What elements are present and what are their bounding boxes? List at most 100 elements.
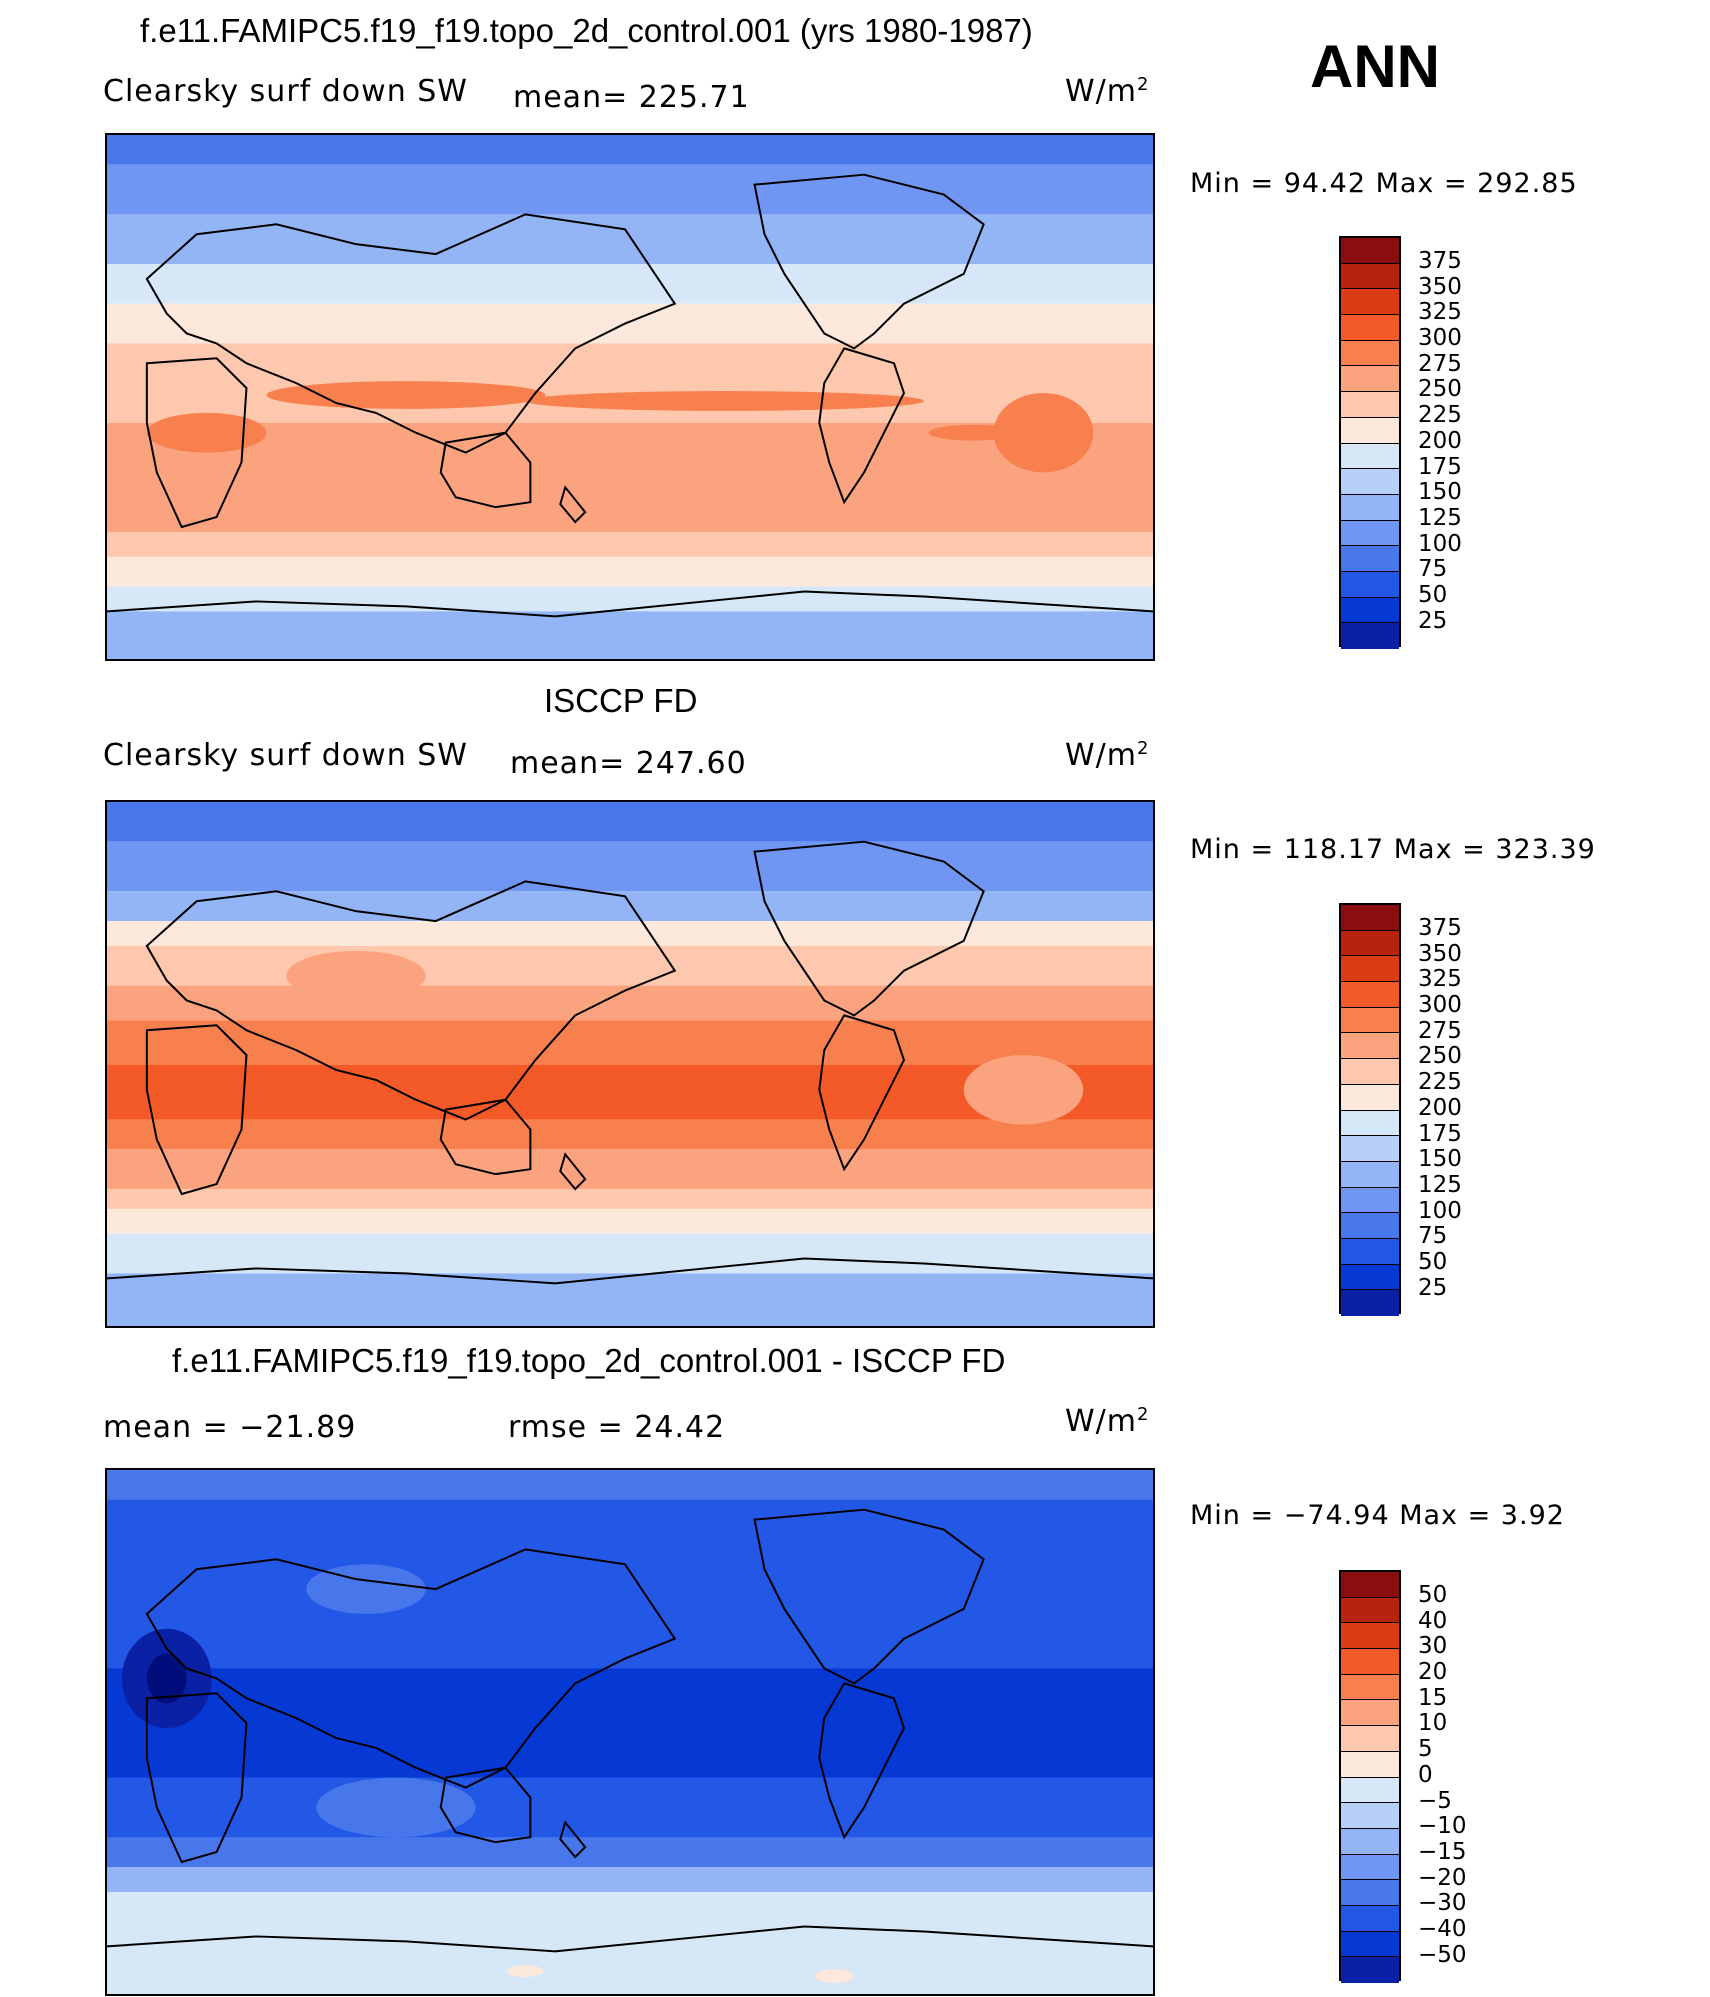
colorbar-swatch (1341, 1238, 1399, 1265)
colorbar-swatch (1341, 1828, 1399, 1855)
colorbar-level-label: 25 (1418, 607, 1448, 634)
colorbar-level-label: 300 (1418, 325, 1462, 352)
colorbar-level-label: 50 (1418, 1582, 1448, 1608)
colorbar-swatch (1341, 1854, 1399, 1881)
colorbar-level-label: 50 (1418, 1248, 1448, 1275)
panel2-variable: Clearsky surf down SW (103, 738, 468, 773)
colorbar-level-label: 200 (1418, 1094, 1462, 1121)
colorbar-swatch (1341, 1136, 1399, 1162)
colorbar-level-label: 100 (1418, 530, 1462, 557)
colorbar-level-label: 350 (1418, 273, 1462, 300)
colorbar-swatch (1341, 417, 1399, 444)
colorbar-swatch (1341, 1931, 1399, 1958)
colorbar-level-label: 225 (1418, 402, 1462, 429)
colorbar-level-label: 175 (1418, 453, 1462, 480)
colorbar-level-label: 300 (1418, 992, 1462, 1019)
map-diff-svg (107, 1470, 1153, 1994)
colorbar-level-label: 150 (1418, 1146, 1462, 1173)
colorbar-level-label: 325 (1418, 966, 1462, 993)
colorbar-level-label: −20 (1418, 1864, 1467, 1891)
colorbar-swatch (1341, 1726, 1399, 1752)
colorbar-level-label: 175 (1418, 1120, 1462, 1147)
colorbar-swatch (1341, 1623, 1399, 1650)
colorbar-level-label: 50 (1418, 581, 1448, 608)
map-panel-obs (105, 800, 1155, 1328)
colorbar-swatch (1341, 340, 1399, 367)
panel3-mean: mean = −21.89 (103, 1410, 357, 1445)
colorbar-swatch (1341, 1700, 1399, 1727)
colorbar-level-label: 325 (1418, 299, 1462, 326)
map-model-svg (107, 135, 1153, 659)
colorbar-swatch (1341, 238, 1399, 264)
colorbar-swatch (1341, 930, 1399, 957)
colorbar-model (1339, 236, 1401, 649)
colorbar-swatch (1341, 1110, 1399, 1137)
panel1-mean: mean= 225.71 (513, 80, 750, 115)
colorbar-swatch (1341, 1803, 1399, 1829)
panel1-units: W/m2 (1065, 74, 1150, 109)
colorbar-swatch (1341, 905, 1399, 931)
panel3-rmse: rmse = 24.42 (508, 1410, 726, 1445)
colorbar-level-label: −10 (1418, 1813, 1467, 1840)
colorbar-swatch (1341, 597, 1399, 624)
colorbar-swatch (1341, 1674, 1399, 1701)
colorbar-swatch (1341, 1084, 1399, 1111)
colorbar-level-label: −30 (1418, 1890, 1467, 1917)
panel3-units: W/m2 (1065, 1404, 1150, 1439)
colorbar-swatch (1341, 1213, 1399, 1239)
plot-title: f.e11.FAMIPC5.f19_f19.topo_2d_control.00… (140, 12, 1033, 49)
colorbar-swatch (1341, 1957, 1399, 1983)
panel3-title: f.e11.FAMIPC5.f19_f19.topo_2d_control.00… (172, 1342, 1006, 1379)
colorbar-diff (1339, 1570, 1401, 1983)
colorbar-swatch (1341, 1059, 1399, 1085)
colorbar-level-label: 125 (1418, 504, 1462, 531)
panel1-minmax: Min = 94.42 Max = 292.85 (1190, 168, 1578, 199)
panel3-minmax: Min = −74.94 Max = 3.92 (1190, 1500, 1565, 1531)
colorbar-level-label: 250 (1418, 1043, 1462, 1070)
colorbar-swatch (1341, 494, 1399, 521)
colorbar-level-label: 225 (1418, 1069, 1462, 1096)
colorbar-level-label: 375 (1418, 248, 1462, 274)
colorbar-swatch (1341, 1007, 1399, 1034)
colorbar-level-label: 30 (1418, 1633, 1448, 1660)
colorbar-swatch (1341, 289, 1399, 316)
season-label: ANN (1310, 33, 1440, 100)
colorbar-swatch (1341, 1880, 1399, 1906)
panel2-units: W/m2 (1065, 738, 1150, 773)
colorbar-swatch (1341, 1290, 1399, 1316)
colorbar-level-label: 275 (1418, 1017, 1462, 1044)
colorbar-swatch (1341, 366, 1399, 393)
colorbar-level-label: 350 (1418, 940, 1462, 967)
colorbar-level-label: 100 (1418, 1197, 1462, 1224)
colorbar-level-label: 150 (1418, 479, 1462, 506)
map-panel-diff (105, 1468, 1155, 1996)
colorbar-level-label: −15 (1418, 1838, 1467, 1865)
colorbar-swatch (1341, 1264, 1399, 1291)
panel2-mean: mean= 247.60 (510, 746, 747, 781)
colorbar-swatch (1341, 1777, 1399, 1804)
colorbar-obs (1339, 903, 1401, 1316)
colorbar-swatch (1341, 443, 1399, 470)
map-obs-svg (107, 802, 1153, 1326)
colorbar-level-label: −5 (1418, 1787, 1452, 1814)
colorbar-swatch (1341, 1597, 1399, 1624)
colorbar-level-label: 25 (1418, 1274, 1448, 1301)
panel2-title: ISCCP FD (544, 682, 698, 719)
colorbar-swatch (1341, 623, 1399, 649)
colorbar-level-label: 10 (1418, 1710, 1448, 1737)
colorbar-swatch (1341, 1033, 1399, 1060)
colorbar-swatch (1341, 1905, 1399, 1932)
colorbar-level-label: 125 (1418, 1171, 1462, 1198)
colorbar-level-label: 75 (1418, 1223, 1448, 1250)
colorbar-level-label: 20 (1418, 1659, 1448, 1686)
colorbar-swatch (1341, 469, 1399, 495)
colorbar-level-label: 250 (1418, 376, 1462, 403)
colorbar-swatch (1341, 1751, 1399, 1778)
colorbar-swatch (1341, 1187, 1399, 1214)
colorbar-level-label: 75 (1418, 556, 1448, 583)
map-panel-model (105, 133, 1155, 661)
colorbar-swatch (1341, 263, 1399, 290)
colorbar-level-label: 0 (1418, 1761, 1433, 1788)
colorbar-level-label: 200 (1418, 427, 1462, 454)
colorbar-swatch (1341, 571, 1399, 598)
